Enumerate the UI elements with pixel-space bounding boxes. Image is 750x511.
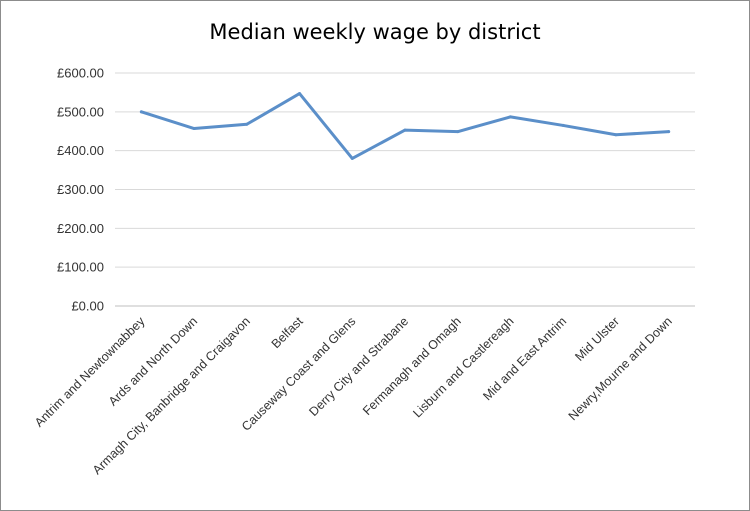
- y-tick-label: £100.00: [57, 260, 104, 275]
- x-tick-label: Newry,Mourne and Down: [566, 314, 675, 423]
- y-tick-label: £200.00: [57, 221, 104, 236]
- y-axis-ticks: £0.00 £100.00 £200.00 £300.00 £400.00 £500.00…: [57, 66, 104, 314]
- data-point: [298, 92, 302, 96]
- data-point: [245, 122, 249, 126]
- x-tick-label: Ards and North Down: [106, 314, 200, 408]
- data-point: [456, 130, 460, 134]
- y-tick-label: £600.00: [57, 66, 104, 81]
- x-tick-label: Lisburn and Castlereagh: [410, 314, 516, 420]
- data-point: [139, 110, 143, 114]
- y-tick-label: £300.00: [57, 182, 104, 197]
- y-tick-label: £500.00: [57, 104, 104, 119]
- x-tick-label: Antrim and Newtownabbey: [32, 314, 148, 430]
- chart-title: Median weekly wage by district: [209, 20, 541, 44]
- data-point: [508, 115, 512, 119]
- data-point: [403, 128, 407, 132]
- series-line: [139, 92, 671, 160]
- data-point: [350, 156, 354, 160]
- y-tick-label: £0.00: [71, 299, 104, 314]
- data-point: [667, 130, 671, 134]
- gridlines: [115, 72, 695, 307]
- series-group: [139, 92, 671, 160]
- x-tick-label: Belfast: [269, 314, 306, 351]
- data-point: [614, 133, 618, 137]
- x-tick-label: Mid Ulster: [572, 314, 622, 364]
- y-tick-label: £400.00: [57, 143, 104, 158]
- x-tick-label: Fermanagh and Omagh: [360, 314, 464, 418]
- data-point: [192, 127, 196, 131]
- x-tick-label: Derry City and Strabane: [306, 314, 411, 419]
- data-point: [561, 123, 565, 127]
